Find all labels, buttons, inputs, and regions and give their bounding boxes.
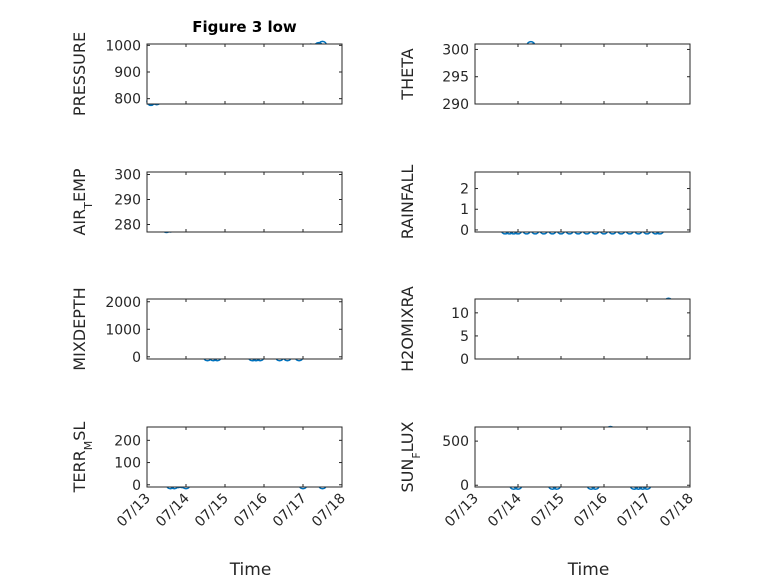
x-tick-label: 07/14 <box>153 490 193 530</box>
axes-box <box>146 171 343 233</box>
y-tick-label: 800 <box>114 92 141 108</box>
axes-box <box>474 43 691 105</box>
x-axis-label: Time <box>567 560 610 580</box>
y-tick-label: 295 <box>442 70 469 86</box>
y-tick-label: 0 <box>460 223 469 239</box>
y-tick-label: 300 <box>442 42 469 58</box>
axes-box <box>474 298 691 360</box>
axes-box <box>146 426 343 488</box>
axes-box <box>474 426 691 488</box>
subplot-pressure: 800 900 1000 PRESSURE Figure 3 low <box>70 18 343 116</box>
x-tick-label: 07/15 <box>192 491 232 531</box>
y-tick-label: 2 <box>460 182 469 198</box>
y-tick-label: 0 <box>460 478 469 494</box>
subplot-h2omixra: 0 5 10 H2OMIXRA <box>398 286 691 372</box>
y-tick-label: 0 <box>460 352 469 368</box>
x-tick-label: 07/18 <box>309 491 349 531</box>
x-tick-label: 07/17 <box>270 491 310 531</box>
y-axis-label: MIXDEPTH <box>70 287 89 370</box>
y-tick-label: 1000 <box>105 322 141 338</box>
x-tick-label: 07/18 <box>657 491 697 531</box>
y-tick-label: 10 <box>451 306 469 322</box>
y-tick-label: 1000 <box>105 38 141 54</box>
y-tick-label: 2000 <box>105 295 141 311</box>
y-tick-label: 290 <box>114 193 141 209</box>
y-tick-label: 500 <box>442 434 469 450</box>
y-axis-label: PRESSURE <box>70 32 89 116</box>
subplot-theta: 290 295 300 THETA <box>398 40 691 113</box>
x-tick-label: 07/16 <box>231 490 271 530</box>
x-tick-label: 07/13 <box>442 491 482 531</box>
axes-box <box>474 171 691 233</box>
x-tick-label: 07/13 <box>114 491 154 531</box>
subplot-mixdepth: 0 1000 2000 MIXDEPTH <box>70 287 343 371</box>
y-axis-label: TERRMSL <box>70 422 95 494</box>
subplot-sun-flux: 0 500 07/13 07/14 07/15 07/16 07/17 07/18 SUNFLU… <box>398 421 697 580</box>
subplot-rainfall: 0 1 2 RAINFALL <box>398 165 691 240</box>
y-tick-label: 0 <box>132 478 141 494</box>
subplot-terr-msl: 0 100 200 07/13 07/14 07/15 07/16 07/17 07/18 TER… <box>70 422 349 580</box>
chart-title: Figure 3 low <box>192 18 297 36</box>
y-tick-label: 200 <box>114 433 141 449</box>
x-axis-label: Time <box>229 560 272 580</box>
y-tick-label: 0 <box>132 350 141 366</box>
axes-box <box>146 43 343 105</box>
y-axis-label: H2OMIXRA <box>398 286 417 372</box>
y-tick-label: 5 <box>460 329 469 345</box>
y-axis-label: SUNFLUX <box>398 421 423 492</box>
x-tick-label: 07/17 <box>614 491 654 531</box>
y-tick-label: 900 <box>114 65 141 81</box>
x-tick-label: 07/14 <box>485 490 525 530</box>
y-axis-label: AIRTEMP <box>70 168 95 235</box>
y-tick-label: 280 <box>114 218 141 234</box>
y-tick-label: 1 <box>460 202 469 218</box>
x-tick-label: 07/16 <box>571 490 611 530</box>
x-tick-label: 07/15 <box>528 491 568 531</box>
y-tick-label: 100 <box>114 456 141 472</box>
y-tick-label: 290 <box>442 97 469 113</box>
axes-box <box>146 298 343 360</box>
subplot-air-temp: 280 290 300 AIRTEMP <box>70 168 343 236</box>
y-axis-label: RAINFALL <box>398 165 417 240</box>
y-axis-label: THETA <box>398 48 417 100</box>
y-tick-label: 300 <box>114 168 141 184</box>
